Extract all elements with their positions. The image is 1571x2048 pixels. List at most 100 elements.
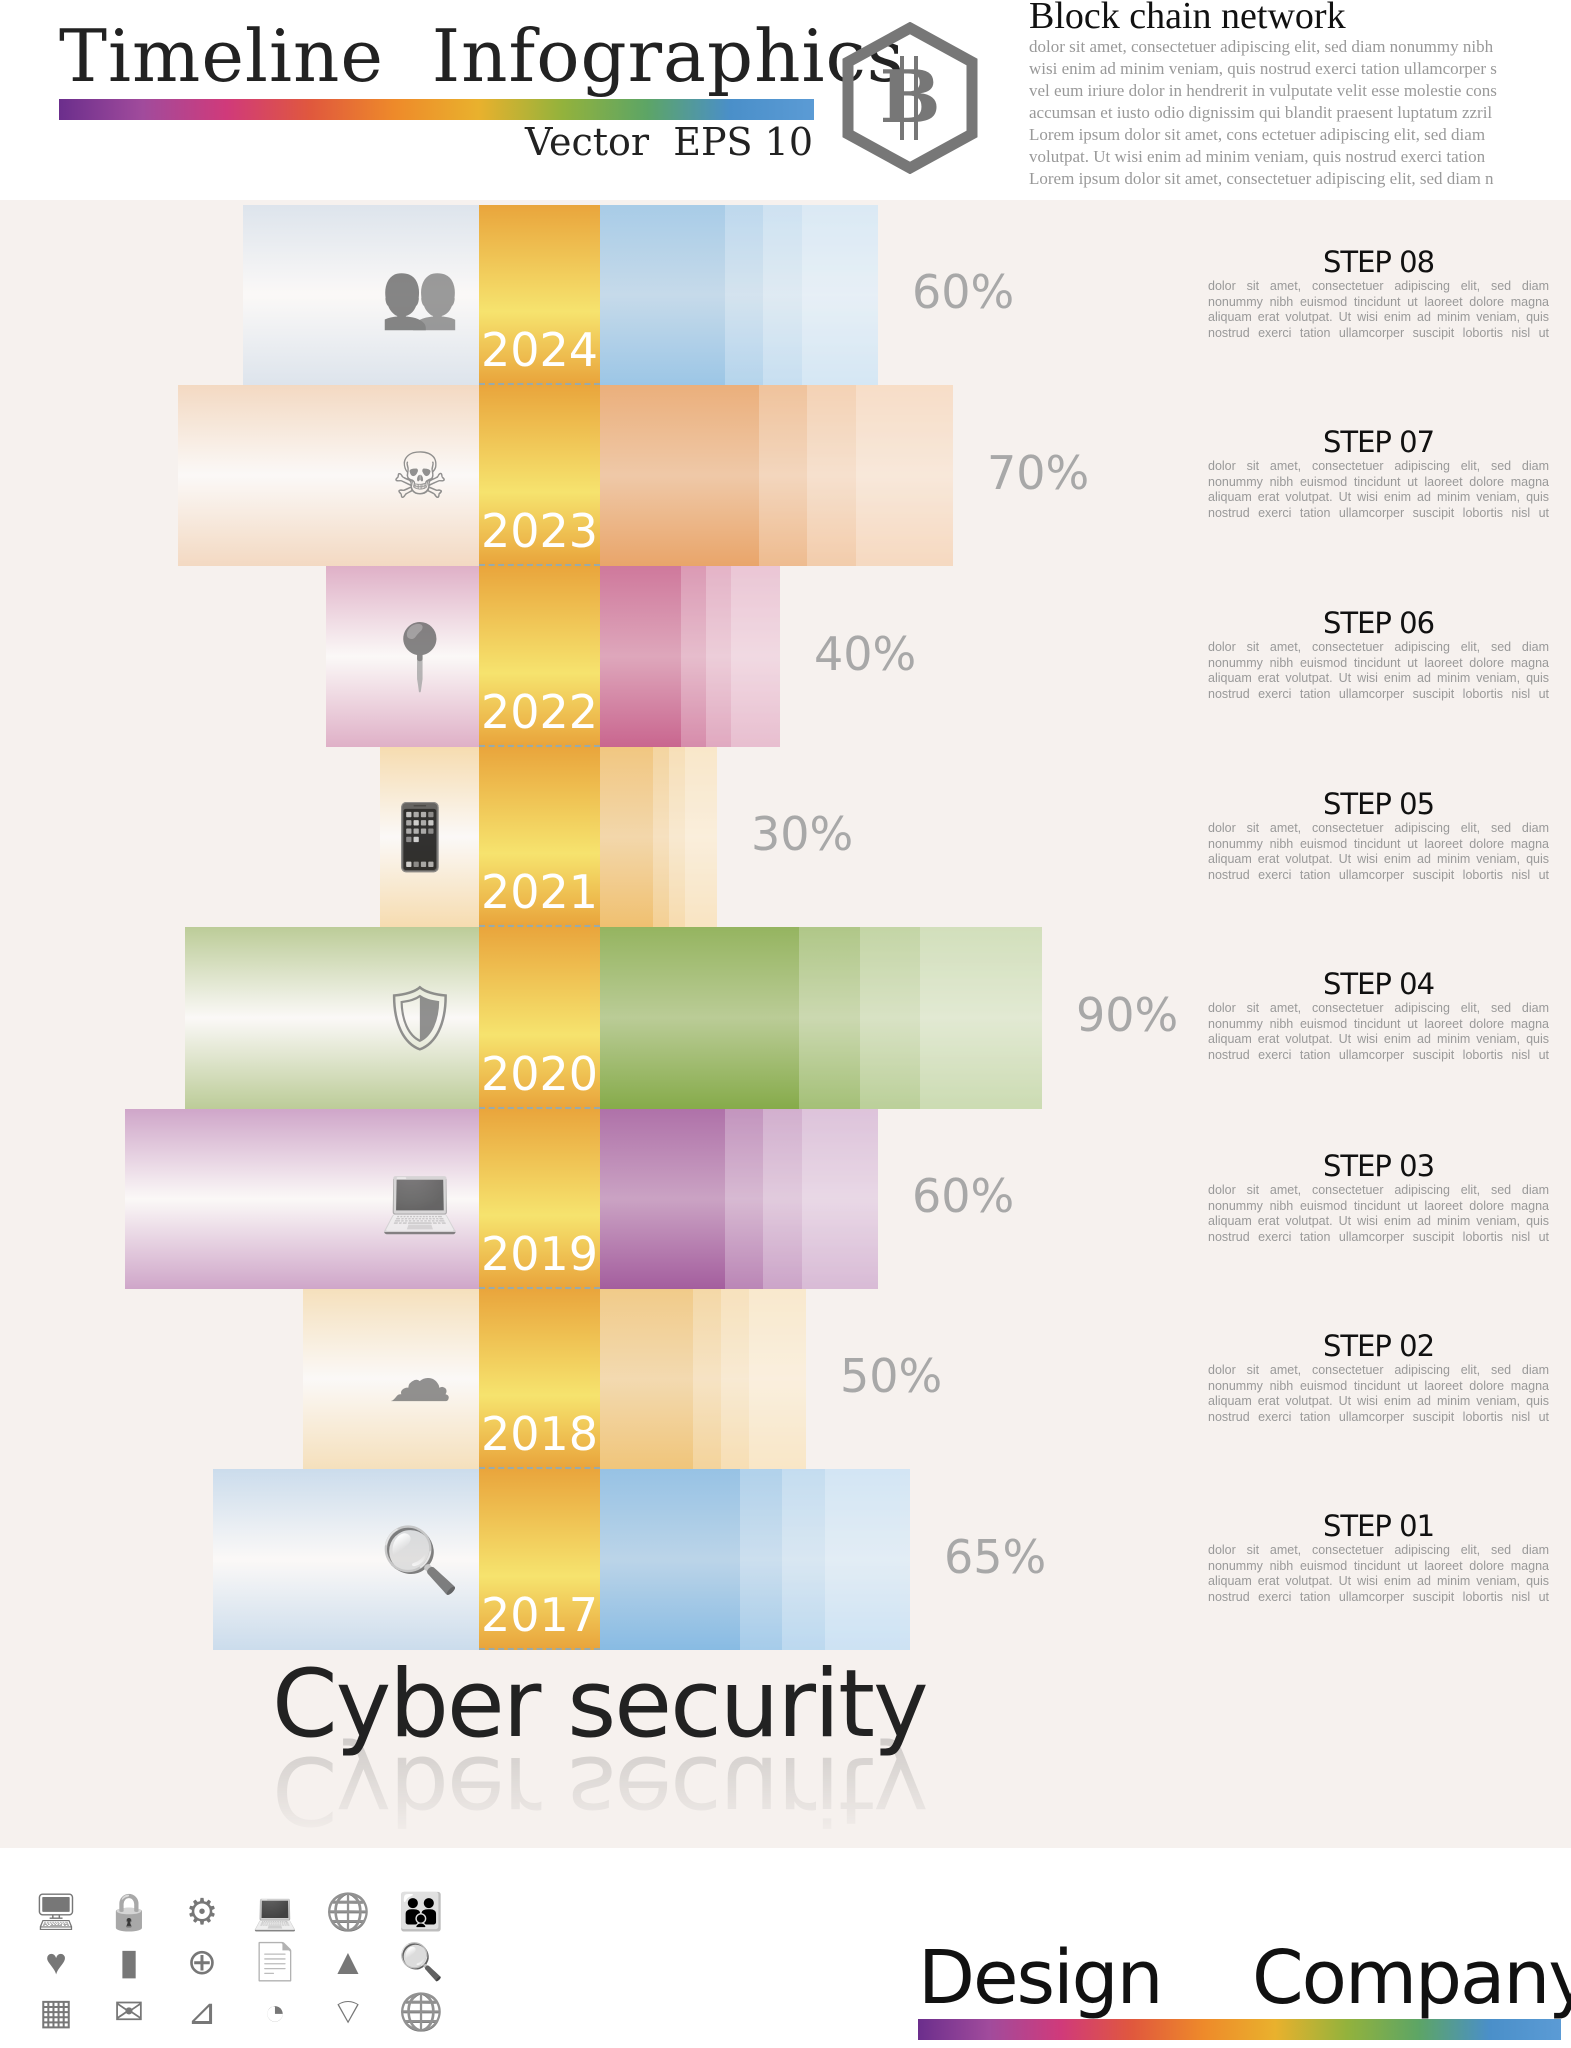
bar-chart-icon: ▮: [119, 1941, 139, 1982]
progress-stripe: [749, 1289, 806, 1469]
progress-stripe: [763, 205, 878, 385]
search-lock-icon: 🔍: [380, 1523, 460, 1596]
year-label: 2020: [480, 1047, 599, 1101]
step-block: STEP 05 dolor sit amet, consectetuer adip…: [1208, 787, 1549, 884]
wifi-lock-icon: ⌔: [331, 1991, 365, 2032]
progress-stripe: [652, 747, 717, 927]
step-title: STEP 02: [1322, 1329, 1435, 1363]
step-block: STEP 06 dolor sit amet, consectetuer adip…: [1208, 606, 1549, 703]
progress-stripe: [725, 1109, 878, 1289]
left-bar: [243, 205, 479, 385]
left-bar: [185, 927, 479, 1109]
body-line: dolor sit amet, consectetuer adipiscing …: [1029, 37, 1494, 56]
step-block: STEP 01 dolor sit amet, consectetuer adip…: [1208, 1509, 1549, 1606]
footer-company: Company: [1252, 1935, 1571, 2021]
left-bar: [326, 566, 479, 747]
step-description: dolor sit amet, consectetuer adipiscing …: [1208, 459, 1549, 521]
step-block: STEP 02 dolor sit amet, consectetuer adip…: [1208, 1329, 1549, 1426]
percent-label: 65%: [944, 1529, 1047, 1584]
year-column: [479, 385, 600, 566]
progress-stripe: [705, 566, 780, 747]
progress-bar: [600, 566, 780, 747]
percent-label: 70%: [987, 445, 1090, 500]
progress-bar: [600, 1289, 806, 1469]
progress-stripe: [758, 385, 953, 566]
progress-stripe: [681, 566, 780, 747]
body-line: vel eum iriure dolor in hendrerit in vul…: [1029, 81, 1497, 100]
progress-stripe: [684, 747, 717, 927]
step-description: dolor sit amet, consectetuer adipiscing …: [1208, 279, 1549, 341]
progress-stripe: [721, 1289, 806, 1469]
progress-bar: [600, 385, 953, 566]
progress-stripe: [807, 385, 953, 566]
progress-stripe: [725, 205, 878, 385]
progress-bar: [600, 205, 878, 385]
percent-label: 50%: [840, 1349, 943, 1403]
subtitle: Vector EPS 10: [525, 120, 813, 164]
step-description: dolor sit amet, consectetuer adipiscing …: [1208, 1543, 1549, 1605]
progress-stripe: [763, 1109, 878, 1289]
progress-stripe: [692, 1289, 806, 1469]
left-bar: [380, 747, 479, 927]
year-column: [479, 1109, 600, 1289]
left-bar: [303, 1289, 479, 1469]
wifi-skull-icon: ☠: [391, 439, 449, 512]
chart-lines-icon: ⊿: [186, 1991, 218, 2032]
body-line: volutpat. Ut wisi enim ad minim veniam, …: [1029, 147, 1486, 166]
year-label: 2021: [480, 865, 599, 919]
step-description: dolor sit amet, consectetuer adipiscing …: [1208, 640, 1549, 702]
progress-stripe: [801, 205, 878, 385]
progress-stripe: [859, 927, 1042, 1109]
step-description: dolor sit amet, consectetuer adipiscing …: [1208, 1001, 1549, 1063]
monitor-lock-icon: 🖥: [33, 1891, 79, 1932]
progress-bar: [600, 927, 1042, 1109]
body-line: Lorem ipsum dolor sit amet, cons ectetue…: [1029, 125, 1486, 144]
left-bar: [125, 1109, 479, 1289]
globe-search-icon: 🌐: [398, 1991, 444, 2032]
step-title: STEP 08: [1322, 245, 1435, 279]
title-rainbow-bar: [59, 99, 814, 120]
step-title: STEP 01: [1322, 1509, 1435, 1543]
blockchain-body: dolor sit amet, consectetuer adipiscing …: [1029, 36, 1549, 190]
step-description: dolor sit amet, consectetuer adipiscing …: [1208, 821, 1549, 883]
body-line: accumsan et iusto odio dignissim qui bla…: [1029, 103, 1493, 122]
pie-chart-icon: ◔: [264, 1991, 286, 2032]
step-block: STEP 03 dolor sit amet, consectetuer adip…: [1208, 1149, 1549, 1246]
step-block: STEP 07 dolor sit amet, consectetuer adip…: [1208, 425, 1549, 522]
year-column: [479, 566, 600, 747]
step-title: STEP 07: [1322, 425, 1435, 459]
year-label: 2017: [480, 1588, 599, 1642]
body-line: wisi enim ad minim veniam, quis nostrud …: [1029, 59, 1497, 78]
globe-lock-icon: 🌐: [325, 1891, 371, 1932]
page-title: Timeline Infographics: [59, 14, 905, 98]
search-lock-icon: 🔍: [398, 1941, 444, 1982]
bitcoin-hexagon-logo: B: [842, 22, 978, 174]
left-bar: [178, 385, 479, 566]
lock-at-icon: 🔒: [106, 1891, 152, 1932]
year-label: 2024: [480, 323, 599, 377]
step-title: STEP 03: [1322, 1149, 1435, 1183]
year-column: [479, 1289, 600, 1469]
progress-bar: [600, 1109, 878, 1289]
progress-stripe: [668, 747, 717, 927]
cloud-upload-lock-icon: ☁: [388, 1343, 452, 1415]
progress-stripe: [782, 1469, 910, 1650]
phone-lock-icon: 📱: [380, 801, 460, 873]
progress-stripe: [920, 927, 1042, 1109]
step-block: STEP 04 dolor sit amet, consectetuer adip…: [1208, 967, 1549, 1064]
envelope-icon: ✉: [113, 1991, 145, 2032]
progress-stripe: [730, 566, 780, 747]
shield-wifi-icon: 🛡: [379, 982, 461, 1054]
progress-bar: [600, 1469, 910, 1650]
percent-label: 30%: [751, 807, 854, 861]
area-chart-icon: ▲: [330, 1941, 366, 1982]
percent-label: 60%: [912, 265, 1015, 319]
step-title: STEP 05: [1322, 787, 1435, 821]
head-plus-icon: ⊕: [186, 1941, 218, 1982]
step-description: dolor sit amet, consectetuer adipiscing …: [1208, 1183, 1549, 1245]
percent-label: 40%: [814, 626, 917, 681]
year-column: [479, 205, 600, 385]
body-line: Lorem ipsum dolor sit amet, consectetuer…: [1029, 169, 1494, 188]
document-icon: 📄: [252, 1941, 298, 1982]
heart-icon: ♥: [45, 1941, 67, 1982]
